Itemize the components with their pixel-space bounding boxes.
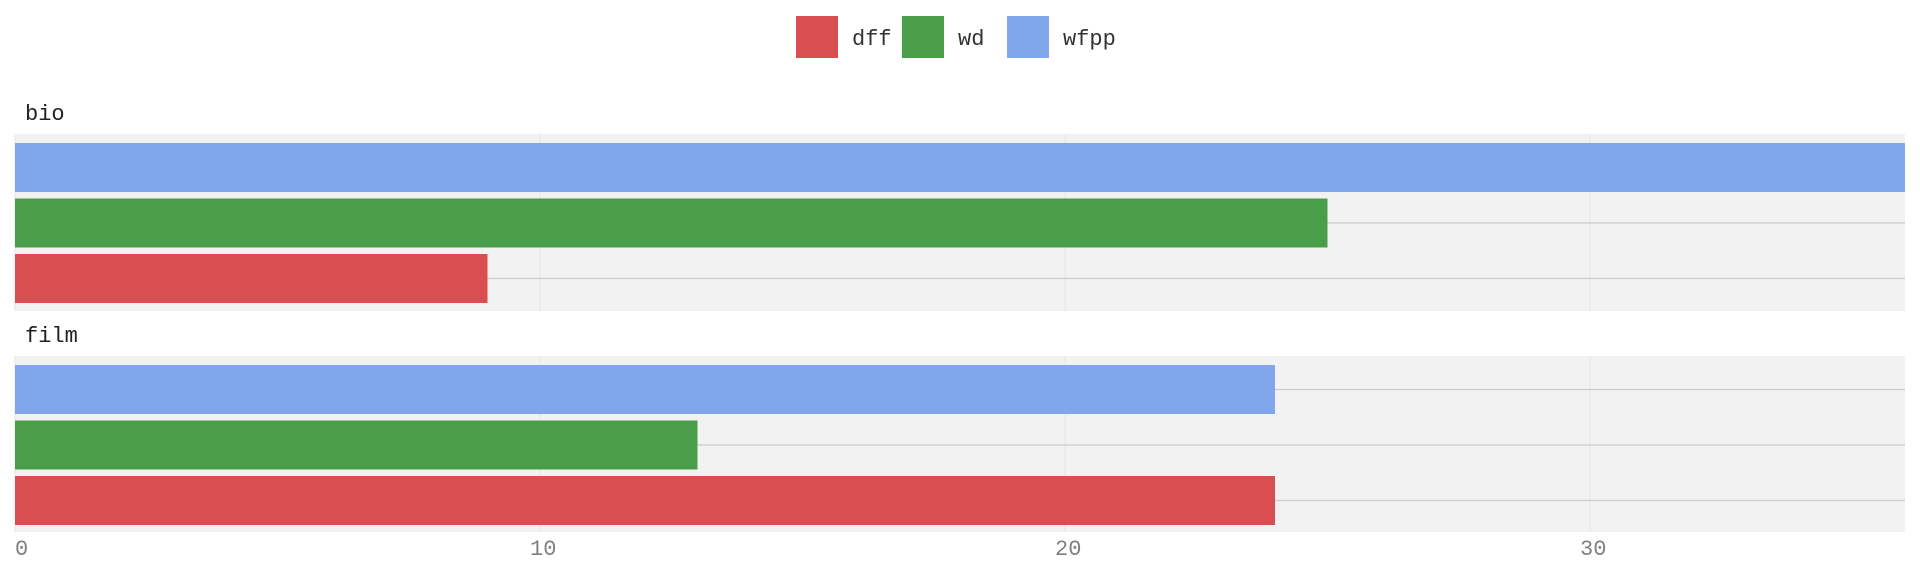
bar-bio-wfpp <box>15 143 1905 192</box>
facet-label-bio: bio <box>25 102 65 127</box>
bar-film-wfpp <box>15 365 1275 414</box>
bar-film-wd <box>15 420 698 470</box>
facet-label-film: film <box>25 324 78 349</box>
legend-swatch-wd <box>902 16 944 58</box>
x-tick-label-0: 0 <box>15 537 28 562</box>
x-tick-label-10: 10 <box>530 537 556 562</box>
facet-film: film <box>14 324 1905 532</box>
legend-label-wd: wd <box>958 27 984 52</box>
x-tick-label-20: 20 <box>1055 537 1081 562</box>
legend-swatch-dff <box>796 16 838 58</box>
facets: bio film <box>14 102 1905 532</box>
x-axis: 0 10 20 30 <box>15 537 1606 562</box>
x-tick-label-30: 30 <box>1580 537 1606 562</box>
legend-swatch-wfpp <box>1007 16 1049 58</box>
facet-bio: bio <box>14 102 1905 311</box>
bar-bio-wd <box>15 198 1328 248</box>
legend-label-dff: dff <box>852 27 892 52</box>
bar-film-dff <box>15 476 1275 525</box>
legend-label-wfpp: wfpp <box>1063 27 1116 52</box>
bar-bio-dff <box>15 254 488 303</box>
legend: dff wd wfpp <box>796 16 1116 58</box>
